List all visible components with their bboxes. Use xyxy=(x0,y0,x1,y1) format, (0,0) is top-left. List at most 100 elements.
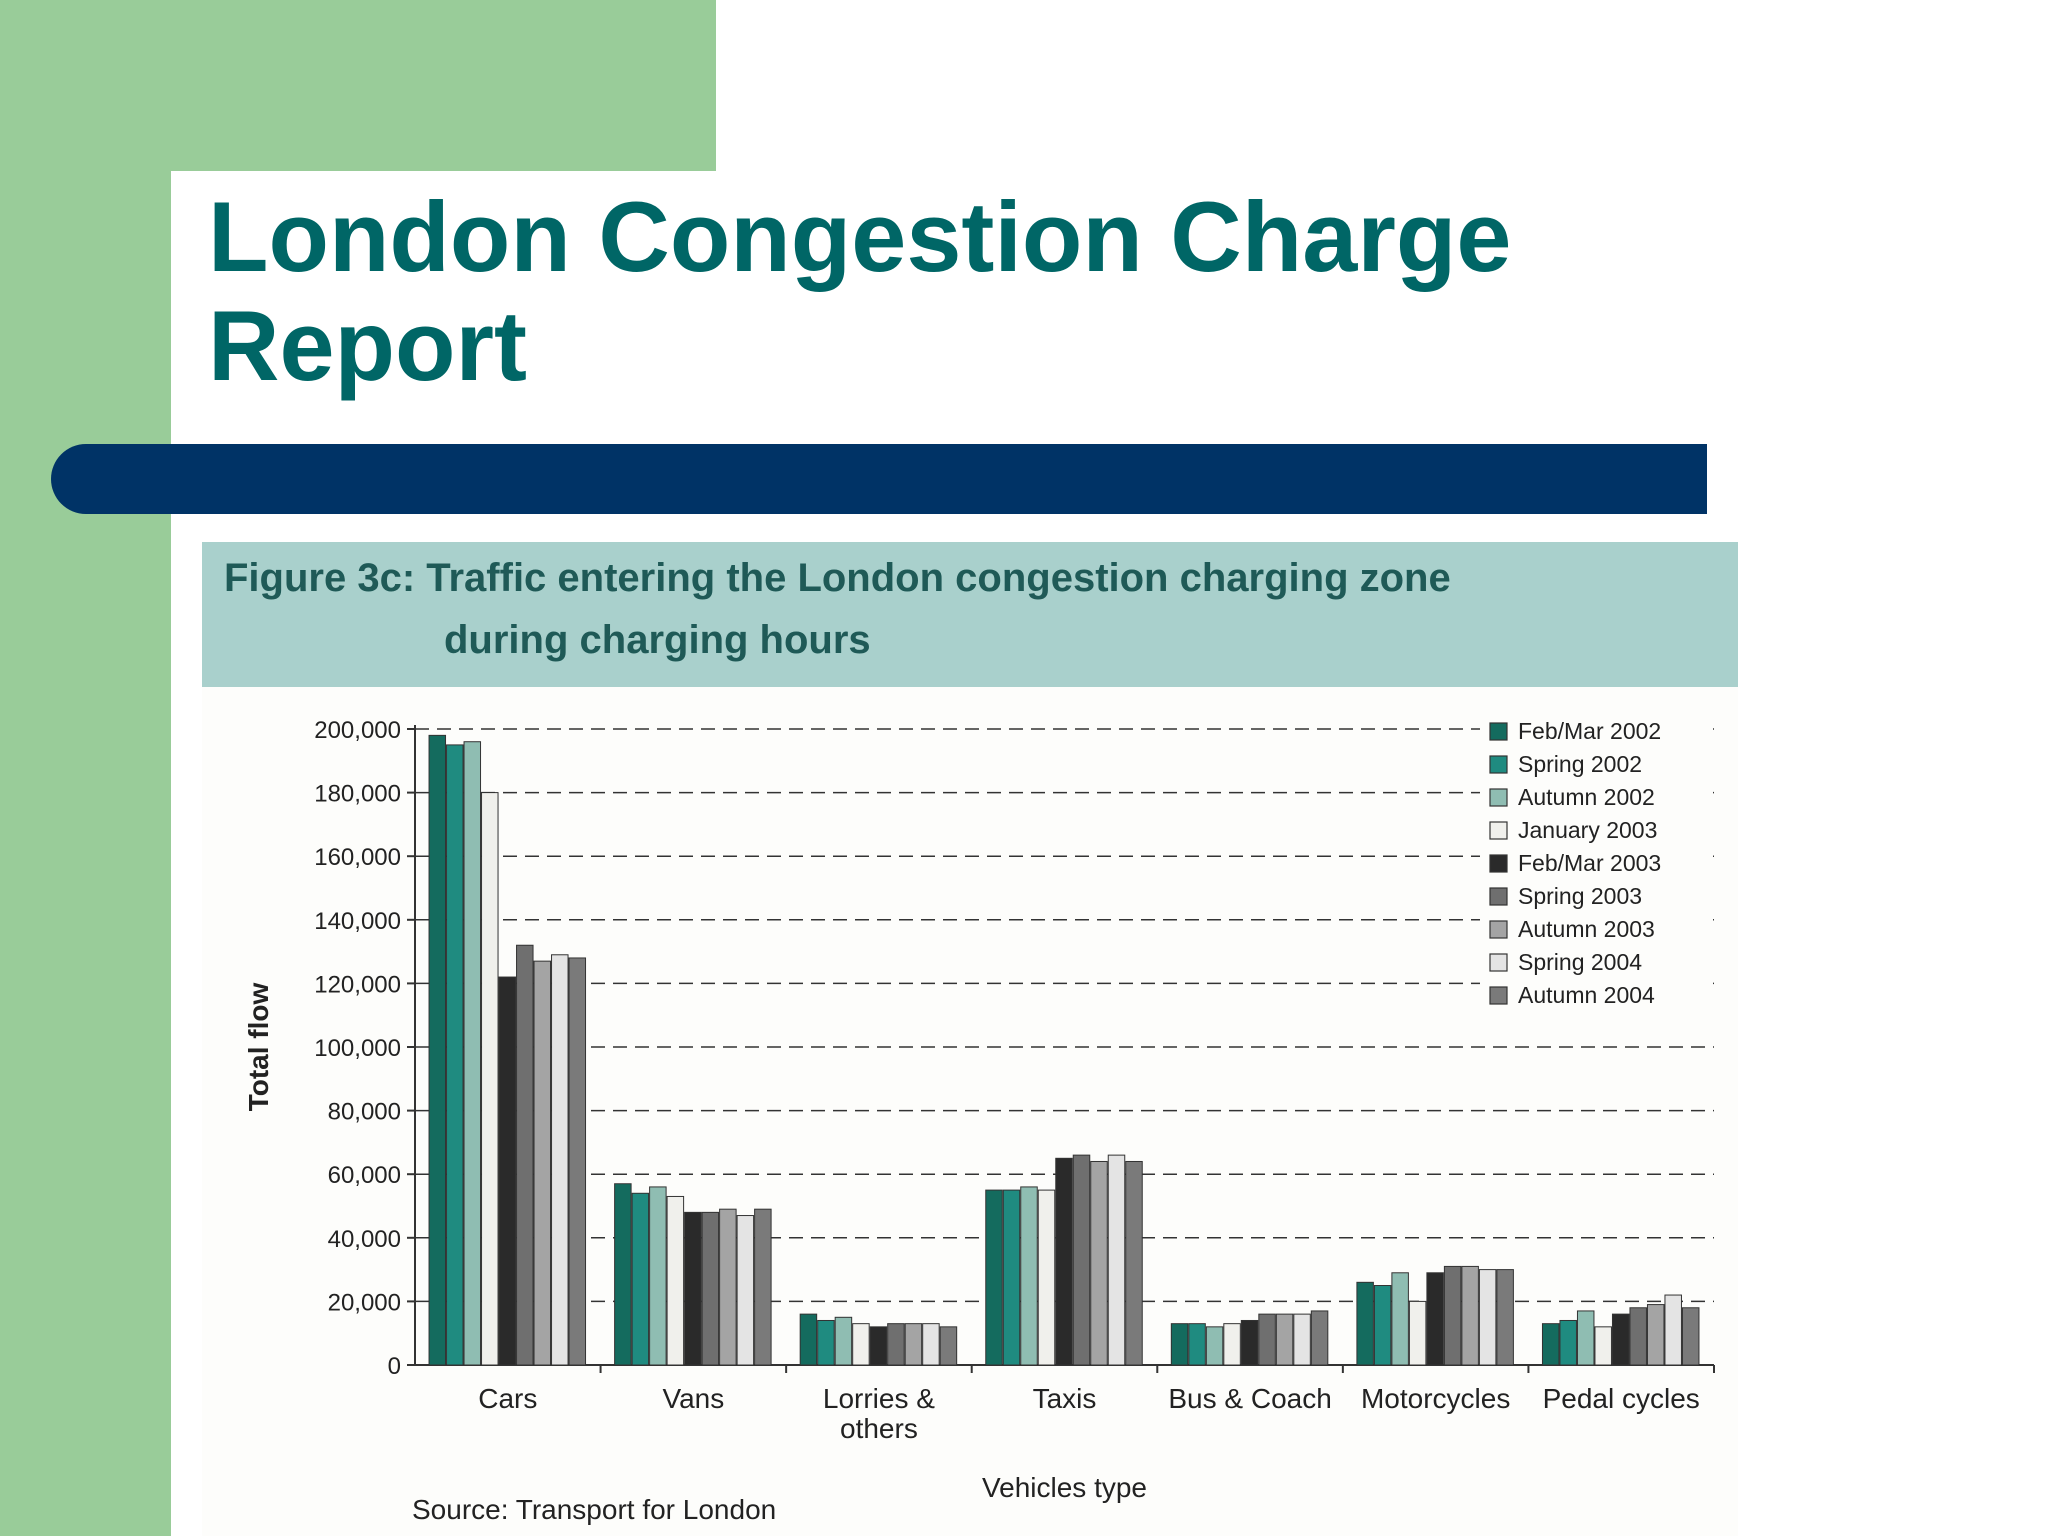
x-tick-label: Vans xyxy=(662,1383,724,1414)
bar xyxy=(1664,1294,1682,1366)
bar xyxy=(1055,1157,1073,1366)
bar xyxy=(1090,1160,1108,1366)
bar xyxy=(463,741,482,1366)
bar xyxy=(1611,1313,1630,1366)
bar xyxy=(817,1319,835,1366)
bar xyxy=(1258,1313,1276,1366)
bar xyxy=(1037,1189,1056,1366)
bar xyxy=(551,954,569,1366)
legend-swatch xyxy=(1489,953,1508,972)
legend-label: January 2003 xyxy=(1518,817,1657,843)
bar xyxy=(1681,1307,1700,1366)
x-tick-label: others xyxy=(840,1413,918,1444)
bar xyxy=(498,976,517,1366)
bar xyxy=(666,1195,685,1366)
bar xyxy=(1170,1323,1189,1366)
bar xyxy=(1373,1285,1392,1366)
bar xyxy=(1125,1160,1143,1366)
y-tick-label: 120,000 xyxy=(314,971,401,998)
bar xyxy=(684,1211,702,1366)
bar xyxy=(614,1183,632,1366)
bar xyxy=(1646,1304,1665,1366)
y-tick-label: 0 xyxy=(388,1353,401,1380)
bar xyxy=(1223,1323,1241,1366)
bar xyxy=(1205,1326,1224,1366)
bar xyxy=(1426,1272,1444,1366)
legend-label: Spring 2002 xyxy=(1518,751,1642,777)
page-title: London Congestion Charge Report xyxy=(208,181,1512,401)
figure-title: Figure 3c: Traffic entering the London c… xyxy=(224,556,1451,600)
legend-label: Autumn 2002 xyxy=(1518,784,1655,810)
bar xyxy=(1020,1186,1038,1366)
y-tick-label: 40,000 xyxy=(328,1226,401,1253)
legend-label: Spring 2003 xyxy=(1518,883,1642,909)
bar xyxy=(985,1189,1003,1366)
bar xyxy=(852,1323,870,1366)
bar xyxy=(904,1323,923,1366)
bar xyxy=(1408,1300,1427,1366)
bar xyxy=(446,744,464,1366)
bar xyxy=(1072,1154,1091,1366)
figure-source: Source: Transport for London xyxy=(412,1494,777,1525)
bar xyxy=(1188,1323,1206,1366)
bar xyxy=(1240,1319,1259,1366)
y-tick-label: 160,000 xyxy=(314,844,401,871)
legend-swatch xyxy=(1489,755,1508,774)
bar xyxy=(516,944,534,1366)
y-tick-label: 180,000 xyxy=(314,781,401,808)
left-accent-bar xyxy=(0,0,171,1536)
x-axis-title: Vehicles type xyxy=(982,1472,1147,1503)
bar xyxy=(922,1323,940,1366)
bar xyxy=(649,1186,667,1366)
legend-background xyxy=(1480,713,1710,1016)
title-divider xyxy=(51,444,1707,514)
bar xyxy=(799,1313,818,1366)
legend-label: Autumn 2004 xyxy=(1518,982,1655,1008)
bar xyxy=(1310,1310,1329,1366)
bar xyxy=(1496,1269,1514,1366)
bar-chart: 0 20,000 40,000 60,000 80,000 100,000 120,000 1… xyxy=(243,713,1715,1503)
y-tick-label: 80,000 xyxy=(328,1099,401,1126)
y-tick-label: 60,000 xyxy=(328,1162,401,1189)
bar xyxy=(1541,1323,1560,1366)
x-tick-label: Cars xyxy=(478,1383,537,1414)
y-tick-label: 200,000 xyxy=(314,717,401,744)
x-tick-label: Pedal cycles xyxy=(1543,1383,1700,1414)
bar xyxy=(1629,1307,1647,1366)
bar xyxy=(887,1323,905,1366)
x-tick-label: Bus & Coach xyxy=(1168,1383,1331,1414)
bar xyxy=(428,734,447,1366)
bar xyxy=(939,1326,958,1366)
y-tick-label: 140,000 xyxy=(314,908,401,935)
bar xyxy=(1391,1272,1409,1366)
bar xyxy=(1443,1265,1462,1366)
bar xyxy=(701,1211,720,1366)
top-accent-bar xyxy=(0,0,716,171)
legend-label: Feb/Mar 2002 xyxy=(1518,718,1661,744)
bar xyxy=(631,1192,650,1366)
bar xyxy=(1107,1154,1126,1366)
legend-label: Autumn 2003 xyxy=(1518,916,1655,942)
x-tick-label: Taxis xyxy=(1033,1383,1097,1414)
bar xyxy=(1275,1313,1294,1366)
bar xyxy=(719,1208,737,1366)
legend-swatch xyxy=(1489,986,1508,1005)
bar xyxy=(1576,1310,1595,1366)
bar xyxy=(481,792,499,1366)
bar xyxy=(834,1316,853,1366)
legend-swatch xyxy=(1489,854,1508,873)
bar xyxy=(1002,1189,1021,1366)
legend-swatch xyxy=(1489,788,1508,807)
legend-swatch xyxy=(1489,920,1508,939)
y-tick-label: 20,000 xyxy=(328,1289,401,1316)
bar xyxy=(533,960,552,1366)
bar xyxy=(1293,1313,1311,1366)
bar xyxy=(736,1215,755,1366)
legend-swatch xyxy=(1489,722,1508,741)
bar xyxy=(1356,1281,1374,1366)
x-tick-label: Motorcycles xyxy=(1361,1383,1510,1414)
legend-label: Feb/Mar 2003 xyxy=(1518,850,1661,876)
legend-label: Spring 2004 xyxy=(1518,949,1642,975)
figure: Figure 3c: Traffic entering the London c… xyxy=(202,542,1738,1536)
bar xyxy=(568,957,587,1366)
